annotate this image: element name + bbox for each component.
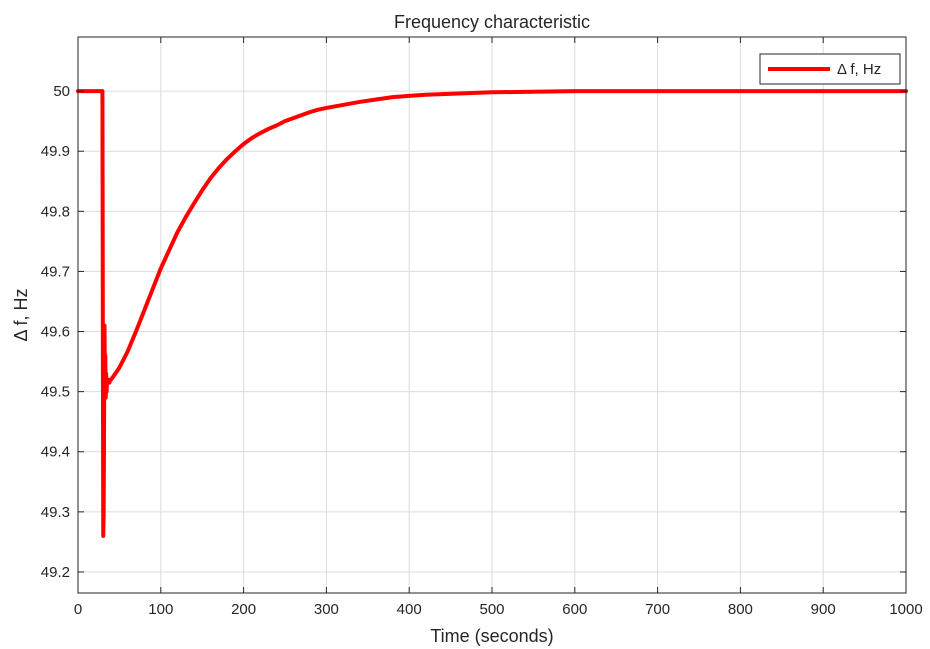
grid — [77, 37, 907, 593]
y-tick-label: 49.8 — [41, 203, 70, 220]
legend: Δ f, Hz — [759, 53, 901, 85]
x-tick-label: 100 — [148, 601, 173, 618]
x-tick-label: 600 — [562, 601, 587, 618]
x-tick-label: 900 — [811, 601, 836, 618]
y-tick-label: 49.3 — [41, 504, 70, 521]
x-tick-label: 800 — [728, 601, 753, 618]
y-tick-label: 49.5 — [41, 384, 70, 401]
series-line — [76, 89, 908, 538]
chart-title: Frequency characteristic — [394, 12, 590, 32]
legend-label: Δ f, Hz — [837, 61, 881, 78]
y-tick-label: 49.9 — [41, 143, 70, 160]
x-tick-label: 1000 — [889, 601, 922, 618]
series-layer — [76, 89, 908, 538]
y-tick-label: 50 — [53, 83, 70, 100]
x-tick-label: 700 — [645, 601, 670, 618]
x-tick-label: 400 — [397, 601, 422, 618]
y-tick-label: 49.4 — [41, 444, 70, 461]
x-axis-label: Time (seconds) — [430, 626, 553, 646]
x-tick-label: 0 — [74, 601, 82, 618]
x-tick-label: 300 — [314, 601, 339, 618]
x-tick-label: 200 — [231, 601, 256, 618]
y-tick-label: 49.7 — [41, 263, 70, 280]
x-tick-labels: 0 100 200 300 400 500 600 700 800 900 1000 — [74, 601, 923, 618]
ticks — [77, 37, 907, 593]
y-axis-label: Δ f, Hz — [11, 288, 31, 341]
x-tick-label: 500 — [479, 601, 504, 618]
y-tick-label: 49.2 — [41, 564, 70, 581]
y-tick-labels: 49.2 49.3 49.4 49.5 49.6 49.7 49.8 49.9 50 — [41, 83, 70, 581]
y-tick-label: 49.6 — [41, 324, 70, 341]
